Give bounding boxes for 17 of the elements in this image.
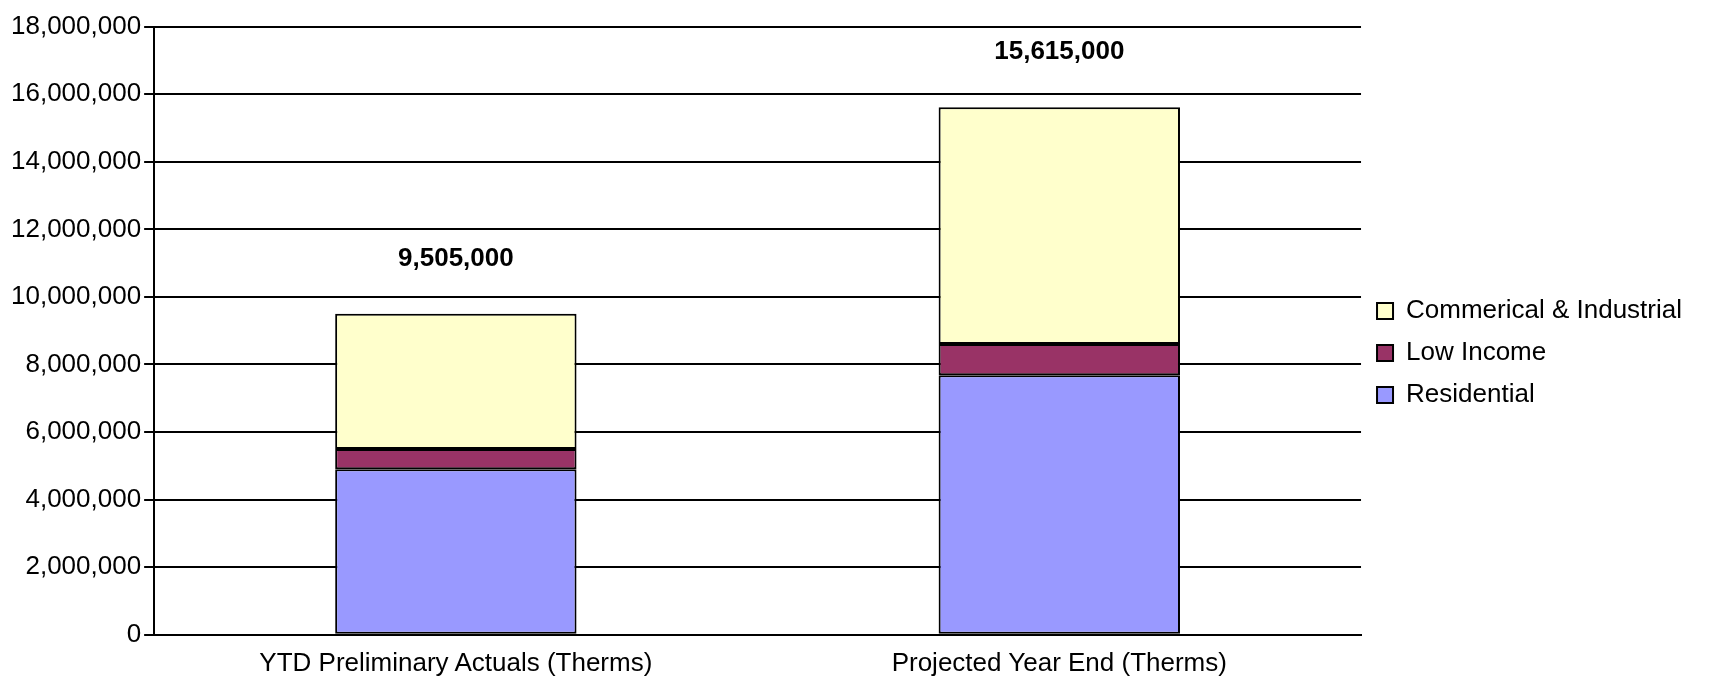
total-label: 9,505,000: [398, 241, 514, 272]
y-tick-label: 6,000,000: [25, 415, 142, 446]
y-tick-label: 10,000,000: [10, 280, 142, 311]
y-tick-label: 8,000,000: [25, 347, 142, 378]
legend-label: Commerical & Industrial: [1406, 294, 1683, 325]
total-label: 15,615,000: [994, 35, 1125, 66]
y-tick-label: 0: [126, 617, 142, 648]
legend-label: Low Income: [1406, 336, 1547, 367]
y-tick-label: 16,000,000: [10, 77, 142, 108]
y-tick-label: 18,000,000: [10, 9, 142, 40]
y-tick-label: 12,000,000: [10, 212, 142, 243]
y-tick-label: 4,000,000: [25, 482, 142, 513]
x-tick-label: Projected Year End (Therms): [891, 646, 1227, 677]
y-tick-label: 2,000,000: [25, 550, 142, 581]
y-tick-label: 14,000,000: [10, 144, 142, 175]
legend-label: Residential: [1406, 378, 1535, 409]
x-tick-label: YTD Preliminary Actuals (Therms): [259, 646, 653, 677]
